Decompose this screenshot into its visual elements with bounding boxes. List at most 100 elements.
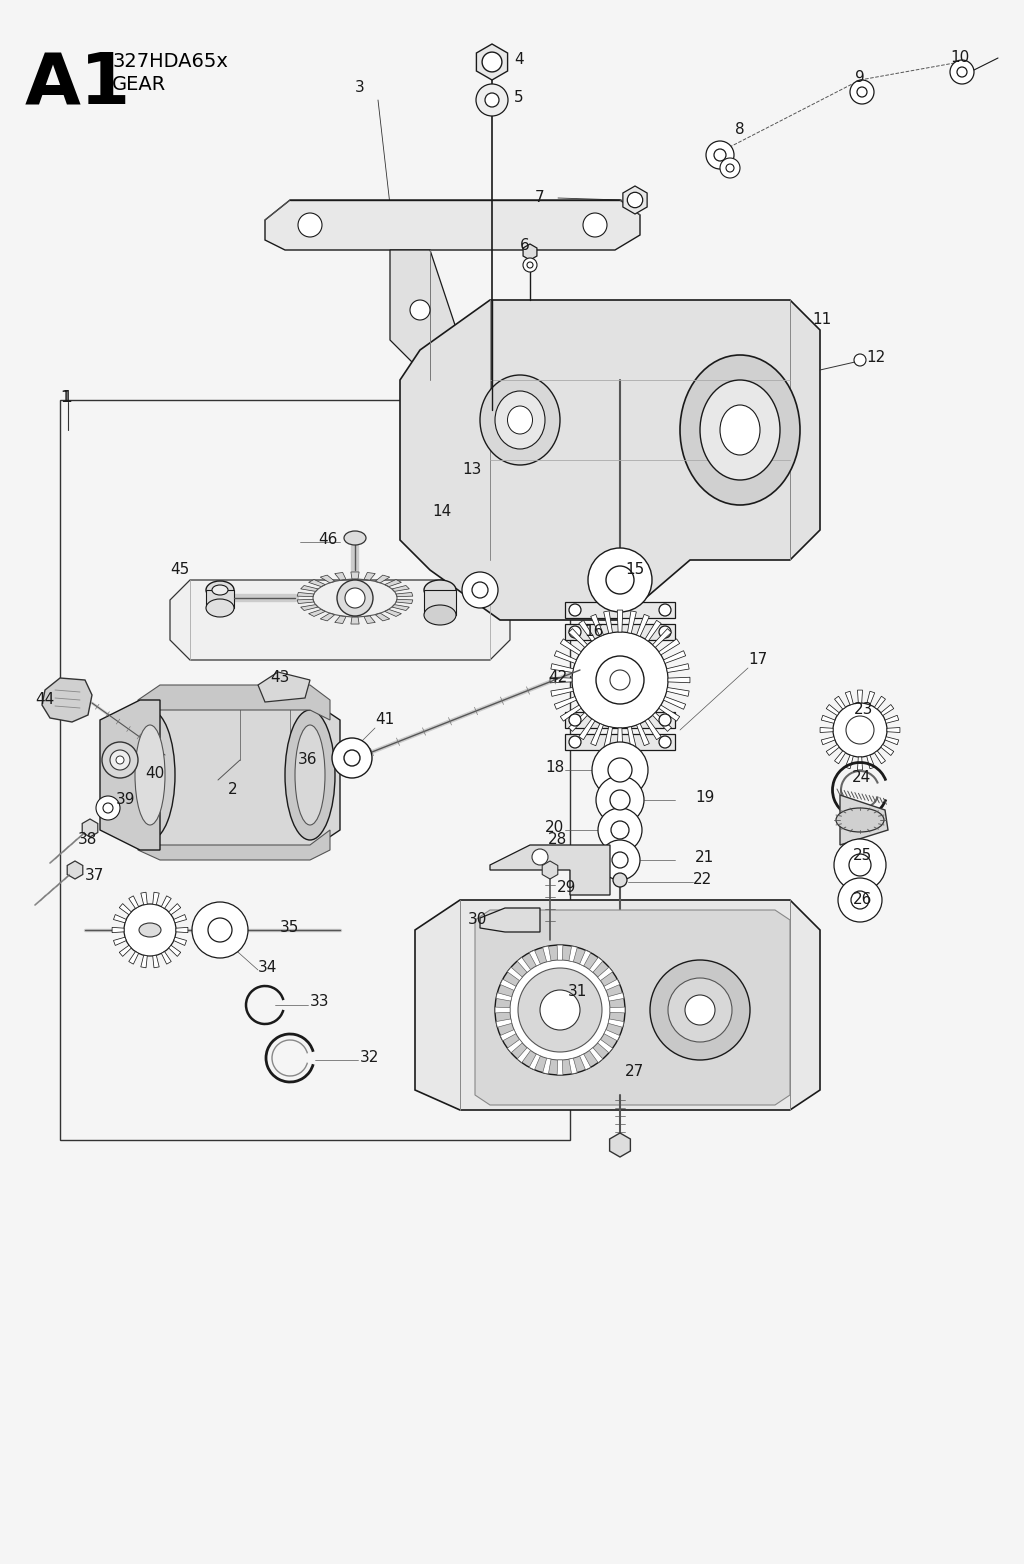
Text: 41: 41 [375,713,394,727]
Polygon shape [162,896,171,909]
Polygon shape [590,1048,603,1062]
Text: 43: 43 [270,671,290,685]
Circle shape [569,626,581,638]
Polygon shape [141,891,147,904]
Polygon shape [218,701,290,780]
Circle shape [720,158,740,178]
Text: 327HDA65x: 327HDA65x [112,52,228,70]
Polygon shape [617,610,623,632]
Text: 40: 40 [145,766,164,782]
Polygon shape [517,1048,530,1062]
Ellipse shape [212,585,228,594]
Polygon shape [138,685,330,719]
Circle shape [476,84,508,116]
Polygon shape [476,44,508,80]
Polygon shape [569,1059,578,1074]
Circle shape [102,741,138,777]
Text: 33: 33 [310,995,330,1009]
Polygon shape [335,572,346,580]
Polygon shape [129,951,138,963]
Circle shape [610,669,630,690]
Circle shape [851,891,869,909]
Polygon shape [579,719,595,740]
Circle shape [110,751,130,769]
Polygon shape [554,651,577,663]
Polygon shape [591,724,603,746]
Circle shape [596,655,644,704]
Polygon shape [551,688,573,696]
Polygon shape [119,945,131,957]
Polygon shape [658,638,680,655]
Text: 17: 17 [748,652,767,668]
Polygon shape [604,1029,620,1040]
Polygon shape [608,993,624,1001]
Ellipse shape [125,710,175,840]
Polygon shape [604,979,620,990]
Text: 44: 44 [35,693,54,707]
Circle shape [540,990,580,1031]
Polygon shape [874,696,886,708]
Text: 39: 39 [116,793,135,807]
Polygon shape [114,937,126,946]
Polygon shape [826,744,840,755]
Polygon shape [866,755,874,769]
Text: 8: 8 [735,122,744,138]
Polygon shape [598,1040,612,1053]
Polygon shape [206,590,234,608]
Polygon shape [114,915,126,923]
Polygon shape [170,580,510,660]
Polygon shape [265,200,640,250]
Polygon shape [845,691,853,705]
Text: 28: 28 [548,832,567,848]
Text: 32: 32 [360,1051,379,1065]
Ellipse shape [139,923,161,937]
Polygon shape [664,696,686,710]
Polygon shape [400,300,820,619]
Polygon shape [565,602,675,618]
Circle shape [957,67,967,77]
Polygon shape [652,629,672,647]
Circle shape [650,960,750,1060]
Circle shape [588,547,652,612]
Circle shape [345,588,365,608]
Polygon shape [881,744,894,755]
Polygon shape [321,576,335,583]
Polygon shape [174,937,186,946]
Polygon shape [480,909,540,932]
Polygon shape [162,951,171,963]
Polygon shape [301,605,318,610]
Circle shape [592,741,648,798]
Polygon shape [176,927,188,932]
Polygon shape [542,862,558,879]
Polygon shape [529,951,541,967]
Polygon shape [580,1054,591,1070]
Circle shape [332,738,372,777]
Polygon shape [138,830,330,860]
Polygon shape [42,679,92,723]
Text: 21: 21 [695,851,715,865]
Circle shape [846,716,874,744]
Polygon shape [351,572,359,579]
Polygon shape [623,186,647,214]
Polygon shape [820,727,834,732]
Polygon shape [610,1007,625,1013]
Circle shape [96,796,120,820]
Ellipse shape [295,726,325,824]
Circle shape [572,632,668,727]
Polygon shape [881,704,894,716]
Text: 37: 37 [85,868,104,882]
Polygon shape [153,891,159,904]
Circle shape [527,263,534,267]
Polygon shape [557,945,563,960]
Circle shape [606,566,634,594]
Text: 46: 46 [318,532,337,547]
Polygon shape [153,956,159,968]
Polygon shape [375,576,390,583]
Circle shape [569,737,581,748]
Polygon shape [321,613,335,621]
Text: 14: 14 [432,505,452,519]
Polygon shape [297,593,314,596]
Text: 10: 10 [950,50,970,66]
Polygon shape [568,629,588,647]
Polygon shape [874,751,886,763]
